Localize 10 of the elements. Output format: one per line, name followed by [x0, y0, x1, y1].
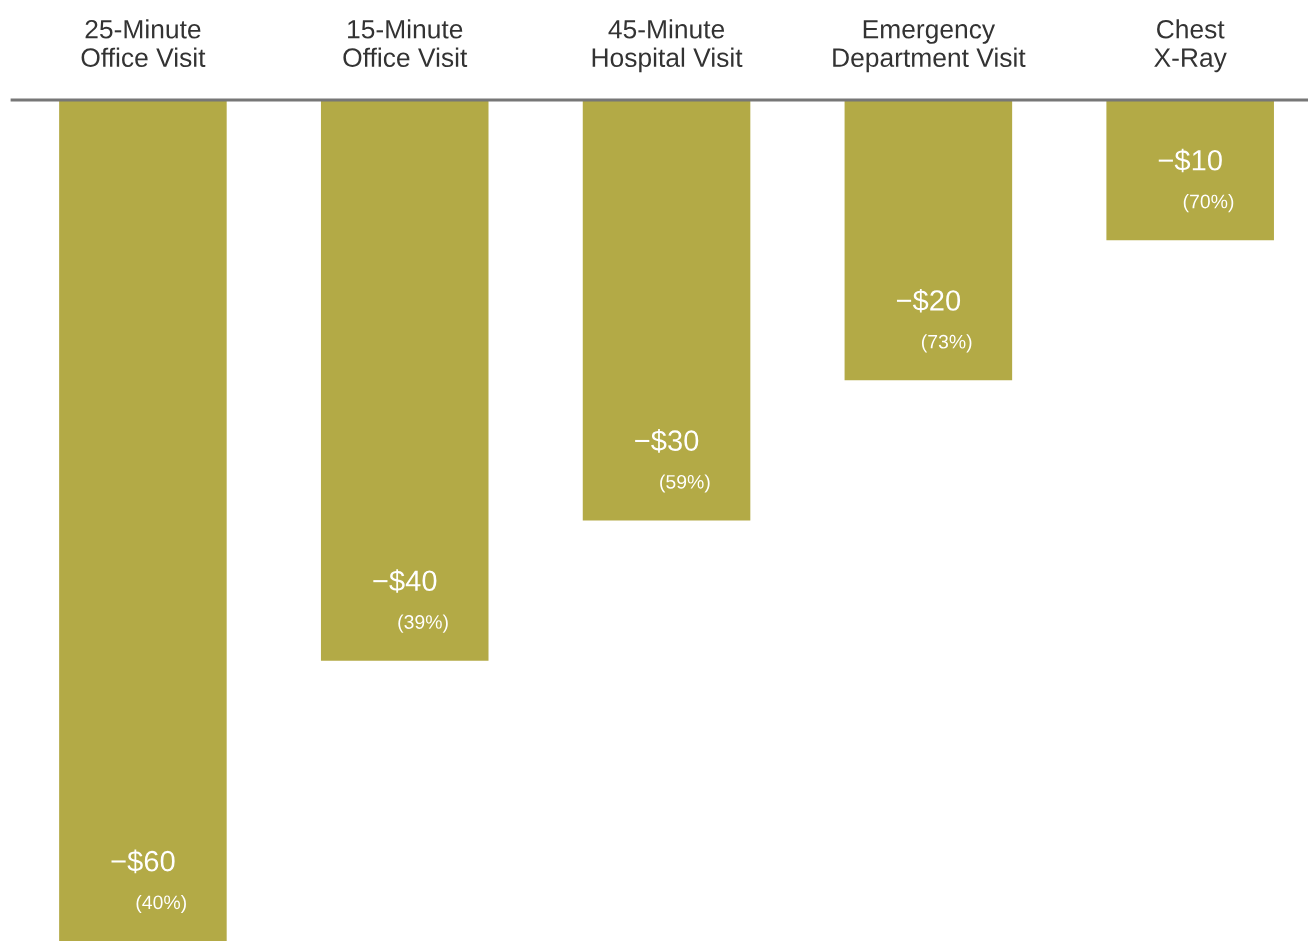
x-tick-label: 25-Minute Office Visit — [81, 19, 206, 68]
x-tick-label: 15-Minute Office Visit — [343, 19, 468, 68]
x-tick-label: Emergency Department Visit — [833, 20, 1026, 73]
data-label: −$40 (39%) — [373, 569, 448, 633]
x-tick-label: 45-Minute Hospital Visit — [592, 19, 743, 73]
data-label: −$20 (73%) — [896, 288, 972, 353]
data-label: −$60 (40%) — [111, 849, 186, 914]
x-tick-label: Chest X-Ray — [1154, 19, 1227, 73]
data-label: −$10 (70%) — [1158, 148, 1234, 213]
data-label: −$30 (59%) — [635, 429, 710, 493]
